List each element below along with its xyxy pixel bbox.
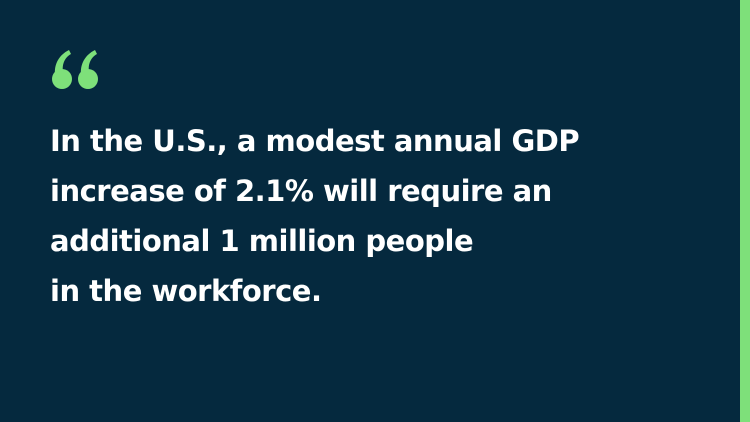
quote-line-3: additional 1 million people [50,224,474,258]
accent-bar [740,0,750,422]
quote-text: In the U.S., a modest annual GDP increas… [50,116,690,316]
quote-line-1: In the U.S., a modest annual GDP [50,124,580,158]
quote-line-2: increase of 2.1% will require an [50,174,552,208]
quote-line-4: in the workforce. [50,274,322,308]
quote-icon [52,50,98,89]
